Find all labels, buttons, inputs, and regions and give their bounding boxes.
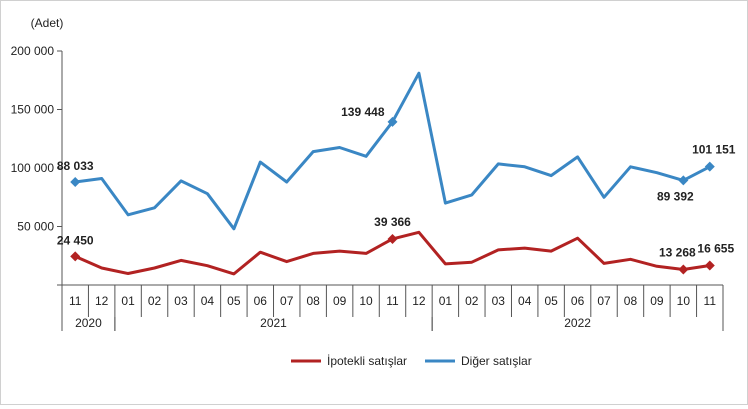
data-label: 16 655 (697, 242, 734, 256)
x-tick-label: 09 (333, 294, 347, 308)
x-tick-label: 10 (677, 294, 691, 308)
x-tick-label: 05 (227, 294, 241, 308)
data-labels: 24 450 39 366 13 268 16 655 88 033 139 448 89 … (57, 105, 736, 260)
x-tick-label: 12 (412, 294, 426, 308)
x-tick-label: 12 (95, 294, 109, 308)
x-tick-label: 07 (280, 294, 294, 308)
x-tick-label: 06 (254, 294, 268, 308)
y-axis-label: (Adet) (31, 16, 64, 30)
x-tick-label: 04 (518, 294, 532, 308)
data-label: 139 448 (341, 105, 385, 119)
x-tick-label: 01 (121, 294, 135, 308)
data-point-marker (70, 177, 81, 188)
y-tick-label: 50 000 (17, 220, 54, 234)
legend: İpotekli satışlar Diğer satışlar (291, 354, 532, 368)
data-point-marker (387, 233, 398, 244)
data-label: 89 392 (657, 189, 694, 203)
x-tick-label: 06 (571, 294, 585, 308)
data-point-marker (387, 116, 398, 127)
x-tick-label: 11 (386, 294, 399, 308)
x-tick-label: 08 (307, 294, 321, 308)
data-point-marker (704, 260, 715, 271)
x-tick-label: 01 (439, 294, 453, 308)
axes: 50 000 100 000 150 000 200 000 11 12 01 02 03 04 0… (11, 44, 724, 331)
x-tick-label: 09 (650, 294, 664, 308)
data-markers (70, 116, 715, 275)
x-tick-label: 05 (544, 294, 558, 308)
data-label: 101 151 (692, 143, 736, 157)
legend-label-1: Diğer satışlar (461, 354, 532, 368)
x-tick-label: 03 (174, 294, 188, 308)
year-label: 2022 (564, 316, 591, 330)
x-tick-label: 03 (492, 294, 506, 308)
data-point-marker (678, 175, 689, 186)
y-tick-label: 150 000 (11, 103, 55, 117)
data-point-marker (704, 161, 715, 172)
x-tick-label: 02 (148, 294, 162, 308)
data-label: 39 366 (374, 215, 411, 229)
x-tick-label: 10 (359, 294, 373, 308)
series-line-1 (75, 71, 711, 231)
x-tick-label: 07 (597, 294, 611, 308)
x-tick-label: 11 (704, 294, 717, 308)
year-label: 2020 (75, 316, 102, 330)
year-label: 2021 (260, 316, 287, 330)
data-label: 13 268 (659, 245, 696, 259)
x-tick-label: 08 (624, 294, 638, 308)
x-tick-label: 11 (69, 294, 82, 308)
x-tick-label: 04 (201, 294, 215, 308)
data-label: 24 450 (57, 233, 94, 247)
y-tick-label: 100 000 (11, 161, 55, 175)
data-label: 88 033 (57, 159, 94, 173)
data-point-marker (678, 264, 689, 275)
legend-label-0: İpotekli satışlar (327, 354, 407, 368)
y-tick-label: 200 000 (11, 44, 55, 58)
x-tick-label: 02 (465, 294, 479, 308)
data-point-marker (70, 251, 81, 262)
